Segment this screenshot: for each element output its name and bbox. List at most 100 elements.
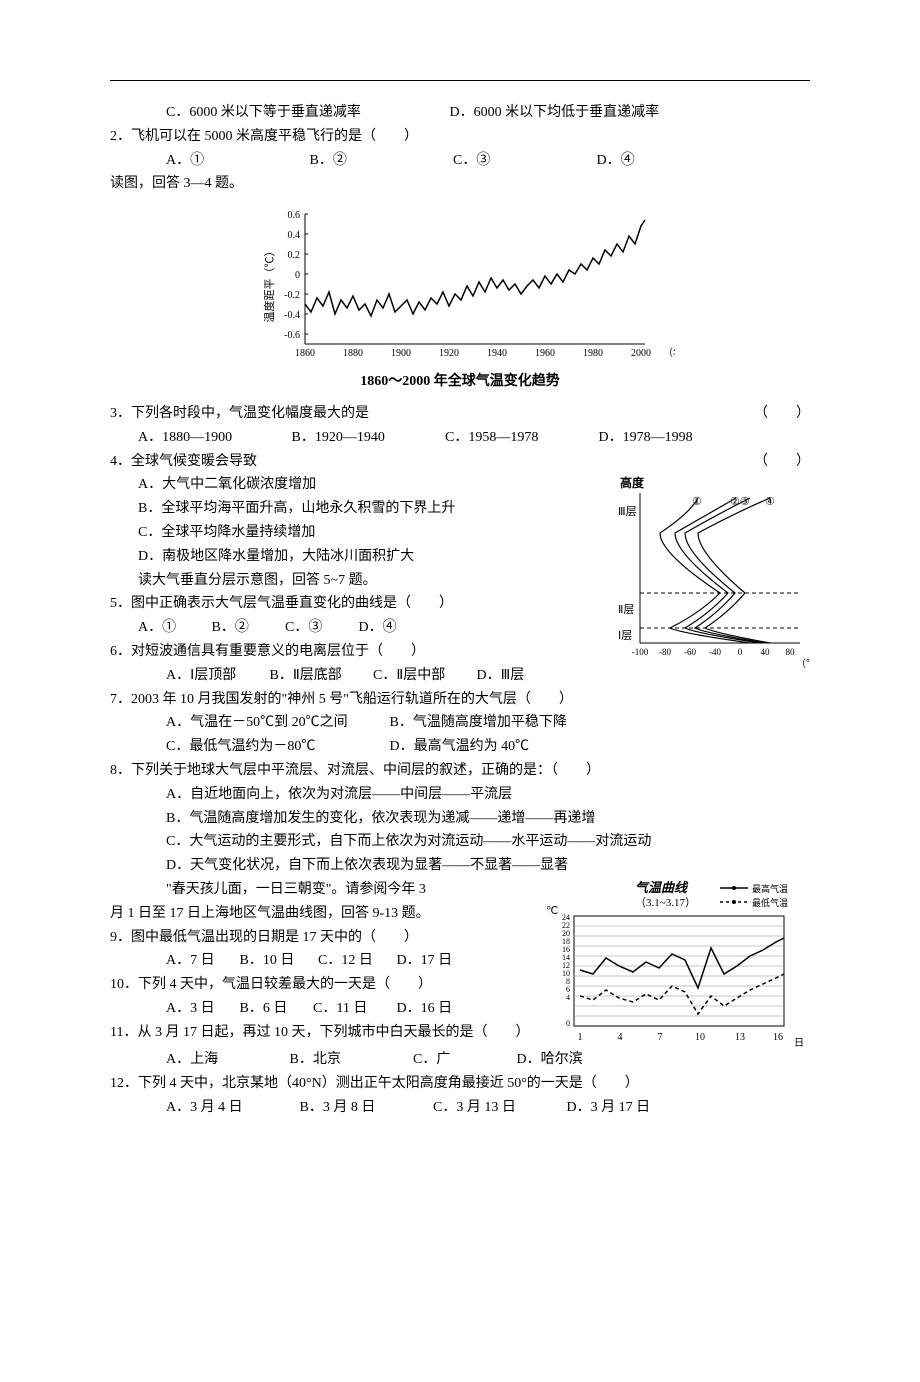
q11-opt-a: A．上海 (166, 1048, 286, 1072)
svg-text:0.6: 0.6 (288, 210, 301, 221)
svg-text:最高气温: 最高气温 (752, 883, 788, 894)
q11-opt-c: C．广 (413, 1048, 513, 1072)
svg-text:1920: 1920 (439, 348, 459, 359)
q8-stem: 8．下列关于地球大气层中平流层、对流层、中间层的叙述，正确的是：（ ） (110, 759, 810, 783)
q1-options-cd: C．6000 米以下等于垂直递减率 D．6000 米以下均低于垂直递减率 (110, 101, 810, 125)
q3-opt-c: C．1958—1978 (445, 426, 595, 450)
q8-opt-b: B．气温随高度增加发生的变化，依次表现为递减——递增——再递增 (110, 807, 810, 831)
q6-opt-c: C．Ⅱ层中部 (373, 664, 473, 688)
q1-opt-d: D．6000 米以下均低于垂直递减率 (450, 105, 660, 120)
q7-opt-a: A．气温在－50℃到 20℃之间 (166, 711, 386, 735)
page: C．6000 米以下等于垂直递减率 D．6000 米以下均低于垂直递减率 2．飞… (0, 80, 920, 1382)
q2-stem: 2．飞机可以在 5000 米高度平稳飞行的是（ ） (110, 125, 810, 149)
svg-text:2000: 2000 (631, 348, 651, 359)
q8-opt-d: D．天气变化状况，自下而上依次表现为显著——不显著——显著 (110, 854, 810, 878)
atmosphere-svg: 高度 Ⅲ层 Ⅱ层 Ⅰ层 ① ②③ ④ -100 -80 -60 (610, 473, 810, 673)
svg-text:1: 1 (578, 1032, 583, 1043)
svg-text:高度: 高度 (620, 475, 645, 490)
atmosphere-chart: 高度 Ⅲ层 Ⅱ层 Ⅰ层 ① ②③ ④ -100 -80 -60 (610, 473, 810, 673)
svg-text:-40: -40 (709, 647, 721, 657)
q7-options-ab: A．气温在－50℃到 20℃之间 B．气温随高度增加平稳下降 (110, 711, 810, 735)
svg-text:Ⅲ层: Ⅲ层 (618, 505, 637, 518)
svg-text:0: 0 (566, 1019, 570, 1028)
q9-opt-a: A．7 日 (166, 949, 236, 973)
q2-opt-d: D．④ (597, 149, 737, 173)
svg-text:7: 7 (658, 1032, 663, 1043)
q1-opt-c: C．6000 米以下等于垂直递减率 (166, 101, 446, 125)
q12-options: A．3 月 4 日 B．3 月 8 日 C．3 月 13 日 D．3 月 17 … (110, 1096, 810, 1120)
q12-opt-a: A．3 月 4 日 (166, 1096, 296, 1120)
global-temp-svg: 0.6 0.4 0.2 0 -0.2 -0.4 -0.6 1860 (245, 204, 675, 364)
q4-stem: 4．全球气候变暖会导致 (110, 454, 257, 469)
svg-text:-0.2: -0.2 (284, 290, 300, 301)
q3-stem: 3．下列各时段中，气温变化幅度最大的是 (110, 406, 369, 421)
q6-opt-d: D．Ⅲ层 (477, 668, 525, 683)
svg-text:-0.6: -0.6 (284, 330, 300, 341)
q4-paren: （ ） (754, 450, 810, 474)
q7-opt-c: C．最低气温约为－80℃ (166, 735, 386, 759)
chart1-caption: 1860～2000 年全球气温变化趋势 (245, 370, 675, 394)
svg-text:40: 40 (761, 647, 771, 657)
svg-text:温度距平（℃）: 温度距平（℃） (262, 246, 276, 323)
top-rule (110, 80, 810, 81)
q2-opt-b: B．② (310, 149, 450, 173)
q10-opt-d: D．16 日 (397, 1001, 453, 1016)
q5-opt-b: B．② (212, 616, 282, 640)
q7-options-cd: C．最低气温约为－80℃ D．最高气温约为 40℃ (110, 735, 810, 759)
q9-opt-d: D．17 日 (397, 953, 453, 968)
q11-opt-b: B．北京 (290, 1048, 410, 1072)
q7-stem: 7．2003 年 10 月我国发射的"神州 5 号"飞船运行轨道所在的大气层（ … (110, 688, 810, 712)
q7-opt-b: B．气温随高度增加平稳下降 (390, 715, 567, 730)
q5-opt-d: D．④ (359, 620, 397, 635)
svg-text:16: 16 (773, 1032, 783, 1043)
shanghai-temp-svg: 气温曲线 （3.1~3.17） 最高气温 最低气温 ℃ (540, 878, 810, 1048)
svg-text:-100: -100 (632, 647, 649, 657)
q12-stem: 12．下列 4 天中，北京某地（40°N）测出正午太阳高度角最接近 50°的一天… (110, 1072, 810, 1096)
svg-text:气温曲线: 气温曲线 (635, 880, 689, 895)
chart1-container: 0.6 0.4 0.2 0 -0.2 -0.4 -0.6 1860 (110, 204, 810, 394)
q12-opt-b: B．3 月 8 日 (300, 1096, 430, 1120)
svg-text:0: 0 (295, 270, 300, 281)
q4-stem-line: 4．全球气候变暖会导致 （ ） (110, 450, 810, 474)
q2-opt-a: A．① (166, 149, 306, 173)
svg-text:日: 日 (794, 1038, 804, 1048)
q11-opt-d: D．哈尔滨 (517, 1052, 583, 1067)
svg-text:10: 10 (695, 1032, 705, 1043)
svg-text:④: ④ (765, 496, 775, 508)
svg-text:0: 0 (738, 647, 743, 657)
svg-text:13: 13 (735, 1032, 745, 1043)
svg-text:0.2: 0.2 (288, 250, 301, 261)
svg-text:（℃）: （℃） (796, 658, 810, 670)
svg-text:4: 4 (566, 993, 570, 1002)
svg-text:1900: 1900 (391, 348, 411, 359)
svg-text:1860: 1860 (295, 348, 315, 359)
q9-opt-c: C．12 日 (318, 949, 393, 973)
q5-opt-a: A．① (138, 616, 208, 640)
q5-opt-c: C．③ (285, 616, 355, 640)
intro-3-4: 读图，回答 3—4 题。 (110, 172, 810, 196)
q7-opt-d: D．最高气温约为 40℃ (390, 739, 530, 754)
q12-opt-c: C．3 月 13 日 (433, 1096, 563, 1120)
q3-options: A．1880—1900 B．1920—1940 C．1958—1978 D．19… (110, 426, 810, 450)
q6-opt-b: B．Ⅱ层底部 (270, 664, 370, 688)
q2-opt-c: C．③ (453, 149, 593, 173)
svg-text:①: ① (692, 496, 702, 508)
svg-text:-0.4: -0.4 (284, 310, 300, 321)
q12-opt-d: D．3 月 17 日 (567, 1100, 651, 1115)
svg-text:-80: -80 (659, 647, 671, 657)
q3-opt-d: D．1978—1998 (599, 430, 693, 445)
q6-opt-a: A．Ⅰ层顶部 (166, 664, 266, 688)
svg-text:1960: 1960 (535, 348, 555, 359)
svg-text:（3.1~3.17）: （3.1~3.17） (635, 896, 696, 909)
q3-stem-line: 3．下列各时段中，气温变化幅度最大的是 （ ） (110, 402, 810, 426)
svg-text:Ⅱ层: Ⅱ层 (618, 603, 634, 616)
global-temp-chart: 0.6 0.4 0.2 0 -0.2 -0.4 -0.6 1860 (245, 204, 675, 394)
svg-text:0.4: 0.4 (288, 230, 301, 241)
svg-text:℃: ℃ (546, 905, 558, 917)
q8-opt-a: A．自近地面向上，依次为对流层——中间层——平流层 (110, 783, 810, 807)
q3-opt-a: A．1880—1900 (138, 426, 288, 450)
svg-text:最低气温: 最低气温 (752, 897, 788, 908)
q10-opt-c: C．11 日 (313, 997, 393, 1021)
svg-text:Ⅰ层: Ⅰ层 (618, 629, 632, 642)
q9-opt-b: B．10 日 (240, 949, 315, 973)
